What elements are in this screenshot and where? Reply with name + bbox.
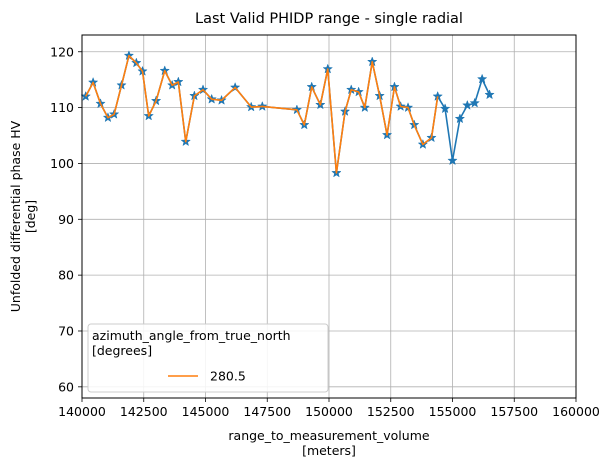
x-tick-label: 155000 xyxy=(429,404,477,419)
data-point-star xyxy=(462,99,473,110)
y-tick-label: 70 xyxy=(58,323,74,338)
x-tick-label: 150000 xyxy=(305,404,353,419)
chart-title: Last Valid PHIDP range - single radial xyxy=(195,11,463,27)
x-tick-label: 145000 xyxy=(182,404,230,419)
y-tick-label: 100 xyxy=(50,156,74,171)
x-axis-unit: [meters] xyxy=(302,443,356,458)
legend-entry: 280.5 xyxy=(210,369,246,384)
legend-title-unit: [degrees] xyxy=(92,343,152,358)
y-tick-label: 120 xyxy=(50,44,74,59)
y-tick-label: 60 xyxy=(58,379,74,394)
x-tick-label: 147500 xyxy=(243,404,291,419)
y-tick-label: 80 xyxy=(58,268,74,283)
y-tick-label: 110 xyxy=(50,100,74,115)
axis-ticks: 140000 142500 145000 147500 150000 152500 1550… xyxy=(50,44,600,419)
y-axis-unit: [deg] xyxy=(23,200,38,233)
legend: azimuth_angle_from_true_north [degrees] … xyxy=(87,323,329,393)
data-point-star xyxy=(439,103,451,114)
y-tick-label: 90 xyxy=(58,212,74,227)
x-axis-label: range_to_measurement_volume xyxy=(228,428,429,443)
x-tick-label: 142500 xyxy=(120,404,168,419)
data-point-star xyxy=(484,89,495,100)
data-point-star xyxy=(447,155,458,166)
x-tick-label: 160000 xyxy=(552,404,600,419)
legend-title: azimuth_angle_from_true_north xyxy=(92,328,291,343)
data-point-star xyxy=(469,97,480,108)
x-tick-label: 140000 xyxy=(58,404,106,419)
y-axis-label: Unfolded differential phase HV xyxy=(8,120,23,312)
data-point-star xyxy=(454,113,466,124)
data-point-star xyxy=(476,73,488,84)
series-line-2 xyxy=(84,54,439,174)
x-tick-label: 152500 xyxy=(367,404,415,419)
legend-box xyxy=(87,323,329,393)
x-tick-label: 157500 xyxy=(490,404,538,419)
